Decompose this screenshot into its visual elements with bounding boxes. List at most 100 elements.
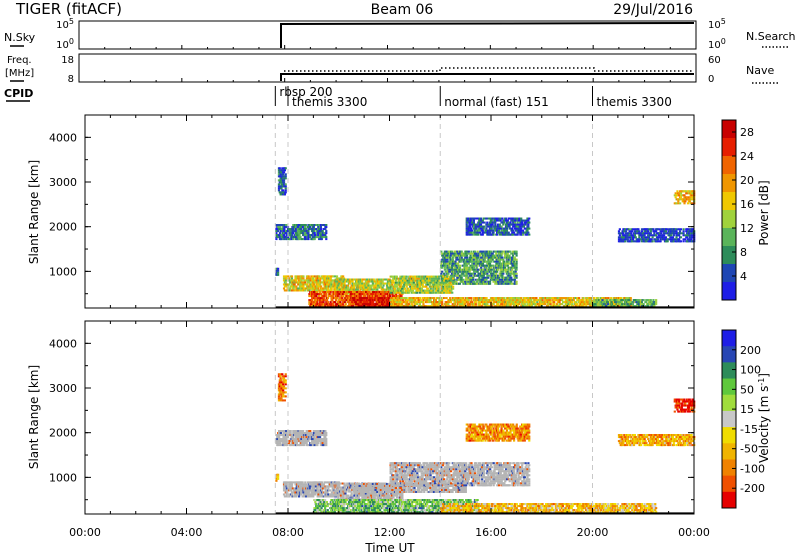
scatter-region <box>275 473 280 482</box>
nave-trace <box>284 67 694 72</box>
colorbar-swatch <box>722 156 736 175</box>
scatter-region <box>282 275 346 292</box>
power-ylabel: Slant Range [km] <box>27 160 41 264</box>
colorbar-tick-label: 28 <box>740 126 754 139</box>
nsearch-tick-top: 105 <box>708 17 726 31</box>
colorbar-swatch <box>722 410 736 428</box>
colorbar-tick-label: 24 <box>740 150 754 163</box>
y-tick-label: 4000 <box>49 131 77 144</box>
x-axis-label: Time UT <box>364 541 415 554</box>
colorbar-tick-label: 8 <box>740 246 747 259</box>
freq-tick-bottom: 8 <box>68 74 74 85</box>
x-tick-label: 12:00 <box>374 526 406 539</box>
beam-label: Beam 06 <box>371 2 434 18</box>
scatter-region <box>465 423 531 442</box>
colorbar-swatch <box>722 120 736 139</box>
colorbar-tick-label: 12 <box>740 222 754 235</box>
nsky-tick-bottom: 100 <box>56 37 74 51</box>
power-panel: 1000 2000 3000 4000 Slant Range [km] <box>27 114 696 309</box>
freq-label-2: [MHz] <box>5 68 34 79</box>
nsky-tick-top: 105 <box>56 17 74 31</box>
freq-label-1: Freq. <box>7 55 32 66</box>
nsky-trace <box>280 22 695 25</box>
colorbar-tick-label: -100 <box>740 462 765 475</box>
nave-tick-bottom: 0 <box>708 74 714 85</box>
colorbar-swatch <box>722 330 736 347</box>
cpid-segment-label: rbsp 200 <box>279 85 332 99</box>
colorbar-swatch <box>722 264 736 283</box>
colorbar-tick-label: 200 <box>740 344 761 357</box>
power-colorbar: 4 8 12 16 20 24 28 <box>721 119 754 301</box>
velocity-colorbar-label: Velocity [m s-1] <box>757 373 771 463</box>
scatter-region <box>282 481 341 498</box>
nsearch-label: N.Search <box>746 30 796 43</box>
nave-tick-top: 60 <box>708 55 721 66</box>
scatter-region <box>465 217 531 236</box>
cpid-segment-label: themis 3300 <box>292 95 367 109</box>
scatter-region <box>277 167 287 196</box>
freq-trace <box>280 73 694 81</box>
scatter-region <box>440 503 658 514</box>
freq-frame <box>78 53 697 83</box>
scatter-region <box>389 462 531 487</box>
colorbar-swatch <box>722 346 736 363</box>
nsky-label: N.Sky <box>4 31 36 44</box>
y-tick-label: 4000 <box>49 337 77 350</box>
colorbar-tick-label: 15 <box>740 403 754 416</box>
x-tick-label: 04:00 <box>171 526 203 539</box>
freq-panel: Freq. [MHz] 18 8 60 0 Nave <box>5 53 778 85</box>
nave-label: Nave <box>746 64 774 77</box>
nsky-frame <box>78 20 697 50</box>
velocity-ylabel: Slant Range [km] <box>27 365 41 469</box>
x-tick-label: 00:00 <box>69 526 101 539</box>
nsearch-tick-bottom: 100 <box>708 37 726 51</box>
freq-tick-top: 18 <box>61 55 74 66</box>
colorbar-swatch <box>722 282 736 301</box>
y-tick-label: 1000 <box>49 265 77 278</box>
colorbar-swatch <box>722 192 736 211</box>
x-tick-label: 16:00 <box>475 526 507 539</box>
cpid-segment-label: themis 3300 <box>597 95 672 109</box>
colorbar-tick-label: -200 <box>740 482 765 495</box>
colorbar-swatch <box>722 491 736 509</box>
colorbar-swatch <box>722 459 736 477</box>
cpid-segment-label: normal (fast) 151 <box>444 95 548 109</box>
colorbar-swatch <box>722 378 736 396</box>
colorbar-swatch <box>722 394 736 412</box>
colorbar-tick-label: 16 <box>740 198 754 211</box>
y-tick-label: 2000 <box>49 221 77 234</box>
scatter-region <box>673 398 696 413</box>
cpid-label: CPID <box>4 87 33 100</box>
nsky-panel: N.Sky 105 100 105 100 N.Search <box>4 17 796 51</box>
radar-title: TIGER (fitACF) <box>15 0 122 18</box>
y-tick-label: 3000 <box>49 382 77 395</box>
x-tick-label: 08:00 <box>272 526 304 539</box>
scatter-region <box>389 275 455 294</box>
date-label: 29/Jul/2016 <box>613 2 693 18</box>
colorbar-swatch <box>722 138 736 157</box>
colorbar-tick-label: 20 <box>740 174 754 187</box>
colorbar-tick-label: -50 <box>740 443 758 456</box>
y-tick-label: 1000 <box>49 471 77 484</box>
colorbar-swatch <box>722 210 736 229</box>
scatter-region <box>275 224 328 241</box>
x-tick-label: 00:00 <box>678 526 710 539</box>
colorbar-swatch <box>722 228 736 247</box>
colorbar-swatch <box>722 427 736 444</box>
scatter-region <box>389 297 480 308</box>
colorbar-swatch <box>722 475 736 493</box>
y-tick-label: 3000 <box>49 176 77 189</box>
velocity-colorbar: 200 100 50 15 -15 -50 -100 -200 <box>721 329 765 509</box>
scatter-region <box>440 250 518 285</box>
colorbar-tick-label: 50 <box>740 383 754 396</box>
colorbar-swatch <box>722 362 736 380</box>
colorbar-swatch <box>722 443 736 460</box>
y-tick-label: 2000 <box>49 427 77 440</box>
x-tick-label: 20:00 <box>577 526 609 539</box>
colorbar-tick-label: 4 <box>740 270 747 283</box>
scatter-region <box>617 434 696 447</box>
colorbar-tick-label: -15 <box>740 423 758 436</box>
colorbar-tick-label: 100 <box>740 364 761 377</box>
